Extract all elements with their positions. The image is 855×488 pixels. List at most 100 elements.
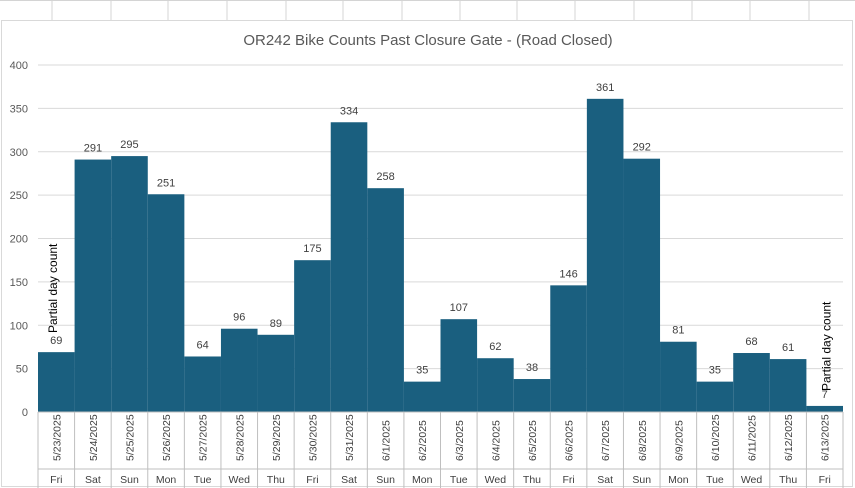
bar[interactable] bbox=[220, 328, 258, 412]
data-label: 61 bbox=[782, 342, 794, 354]
weekday-label: Sat bbox=[597, 474, 613, 486]
data-label: 258 bbox=[376, 171, 394, 183]
weekday-label: Sun bbox=[120, 474, 139, 486]
chart-area[interactable]: OR242 Bike Counts Past Closure Gate - (R… bbox=[1, 20, 853, 488]
weekday-label: Tue bbox=[450, 474, 468, 486]
x-tick-label: 6/4/2025 bbox=[490, 420, 502, 461]
x-tick-label: 5/31/2025 bbox=[344, 414, 356, 461]
weekday-label: Tue bbox=[194, 474, 212, 486]
weekday-label: Wed bbox=[229, 474, 251, 486]
data-label: 175 bbox=[303, 243, 321, 255]
x-tick-label: 5/27/2025 bbox=[198, 414, 210, 461]
data-label: 64 bbox=[197, 339, 209, 351]
data-label: 292 bbox=[633, 142, 651, 154]
bar[interactable] bbox=[623, 158, 661, 412]
bar[interactable] bbox=[403, 381, 441, 412]
data-label: 38 bbox=[526, 362, 538, 374]
bar[interactable] bbox=[257, 334, 295, 412]
x-tick-label: 5/29/2025 bbox=[271, 414, 283, 461]
bar[interactable] bbox=[769, 359, 807, 412]
bar[interactable] bbox=[294, 260, 331, 412]
data-label: 295 bbox=[120, 139, 138, 151]
x-tick-label: 6/7/2025 bbox=[600, 420, 612, 461]
weekday-label: Fri bbox=[306, 474, 318, 486]
bar[interactable] bbox=[440, 319, 478, 412]
data-label: 81 bbox=[672, 325, 684, 337]
data-label: 334 bbox=[340, 105, 358, 117]
x-tick-label: 5/24/2025 bbox=[88, 414, 100, 461]
bar[interactable] bbox=[733, 353, 770, 412]
y-tick-label: 300 bbox=[10, 147, 28, 159]
x-tick-label: 6/13/2025 bbox=[820, 414, 832, 461]
bar[interactable] bbox=[74, 159, 112, 412]
data-label: 89 bbox=[270, 318, 282, 330]
x-tick-label: 6/9/2025 bbox=[673, 420, 685, 461]
x-tick-label: 5/26/2025 bbox=[161, 414, 173, 461]
weekday-label: Wed bbox=[741, 474, 763, 486]
x-tick-label: 5/30/2025 bbox=[307, 414, 319, 461]
weekday-label: Mon bbox=[412, 474, 433, 486]
y-tick-label: 350 bbox=[10, 103, 28, 115]
x-tick-label: 6/11/2025 bbox=[747, 415, 759, 461]
data-label: 35 bbox=[709, 365, 721, 377]
y-tick-label: 200 bbox=[10, 234, 28, 246]
bar[interactable] bbox=[806, 405, 843, 412]
weekday-label: Fri bbox=[819, 474, 831, 486]
data-label: 291 bbox=[84, 143, 102, 155]
data-label: 62 bbox=[489, 341, 501, 353]
x-tick-label: 6/10/2025 bbox=[710, 414, 722, 461]
x-tick-label: 6/3/2025 bbox=[454, 420, 466, 461]
bar[interactable] bbox=[367, 188, 404, 412]
y-tick-label: 0 bbox=[22, 407, 28, 419]
weekday-label: Thu bbox=[267, 474, 285, 486]
x-tick-label: 6/12/2025 bbox=[783, 414, 795, 461]
weekday-label: Mon bbox=[156, 474, 177, 486]
y-tick-label: 150 bbox=[10, 277, 28, 289]
bar[interactable] bbox=[550, 285, 587, 412]
weekday-label: Sun bbox=[376, 474, 395, 486]
weekday-label: Mon bbox=[668, 474, 689, 486]
partial-day-annotation: Partial day count bbox=[46, 243, 60, 333]
bar[interactable] bbox=[477, 358, 514, 412]
data-label: 251 bbox=[157, 177, 175, 189]
bar[interactable] bbox=[184, 356, 221, 412]
bar[interactable] bbox=[330, 122, 368, 412]
x-tick-label: 6/5/2025 bbox=[527, 420, 539, 461]
weekday-label: Thu bbox=[779, 474, 797, 486]
chart-title: OR242 Bike Counts Past Closure Gate - (R… bbox=[243, 32, 613, 49]
y-tick-label: 100 bbox=[10, 320, 28, 332]
bar-chart: 0 50 100 150 200 250 300 350 400 69 291 295 251 64 96 8… bbox=[10, 60, 844, 488]
data-label: 69 bbox=[50, 335, 62, 347]
x-tick-label: 5/28/2025 bbox=[234, 414, 246, 461]
weekday-label: Wed bbox=[485, 474, 507, 486]
partial-day-annotation: Partial day count bbox=[819, 301, 833, 391]
data-label: 107 bbox=[450, 302, 468, 314]
x-tick-label: 6/2/2025 bbox=[417, 420, 429, 461]
x-tick-label: 6/6/2025 bbox=[564, 420, 576, 461]
weekday-label: Sun bbox=[632, 474, 651, 486]
data-label: 146 bbox=[559, 268, 577, 280]
data-label: 361 bbox=[596, 82, 614, 94]
x-tick-label: 6/8/2025 bbox=[637, 420, 649, 461]
y-tick-label: 250 bbox=[10, 190, 28, 202]
weekday-label: Sat bbox=[341, 474, 357, 486]
bar[interactable] bbox=[586, 98, 624, 413]
bar[interactable] bbox=[111, 156, 148, 412]
data-label: 68 bbox=[745, 336, 757, 348]
x-tick-label: 5/25/2025 bbox=[124, 414, 136, 461]
x-tick-label: 5/23/2025 bbox=[51, 414, 63, 461]
y-tick-label: 50 bbox=[16, 364, 28, 376]
bar[interactable] bbox=[38, 352, 75, 412]
data-label: 7 bbox=[822, 389, 828, 401]
y-tick-label: 400 bbox=[10, 60, 28, 72]
data-label: 35 bbox=[416, 365, 428, 377]
bar[interactable] bbox=[660, 341, 697, 412]
weekday-label: Sat bbox=[85, 474, 101, 486]
x-tick-label: 6/1/2025 bbox=[381, 420, 393, 461]
bar[interactable] bbox=[147, 194, 185, 412]
bar[interactable] bbox=[696, 381, 734, 412]
bar[interactable] bbox=[513, 379, 551, 412]
weekday-label: Thu bbox=[523, 474, 541, 486]
weekday-label: Fri bbox=[50, 474, 62, 486]
